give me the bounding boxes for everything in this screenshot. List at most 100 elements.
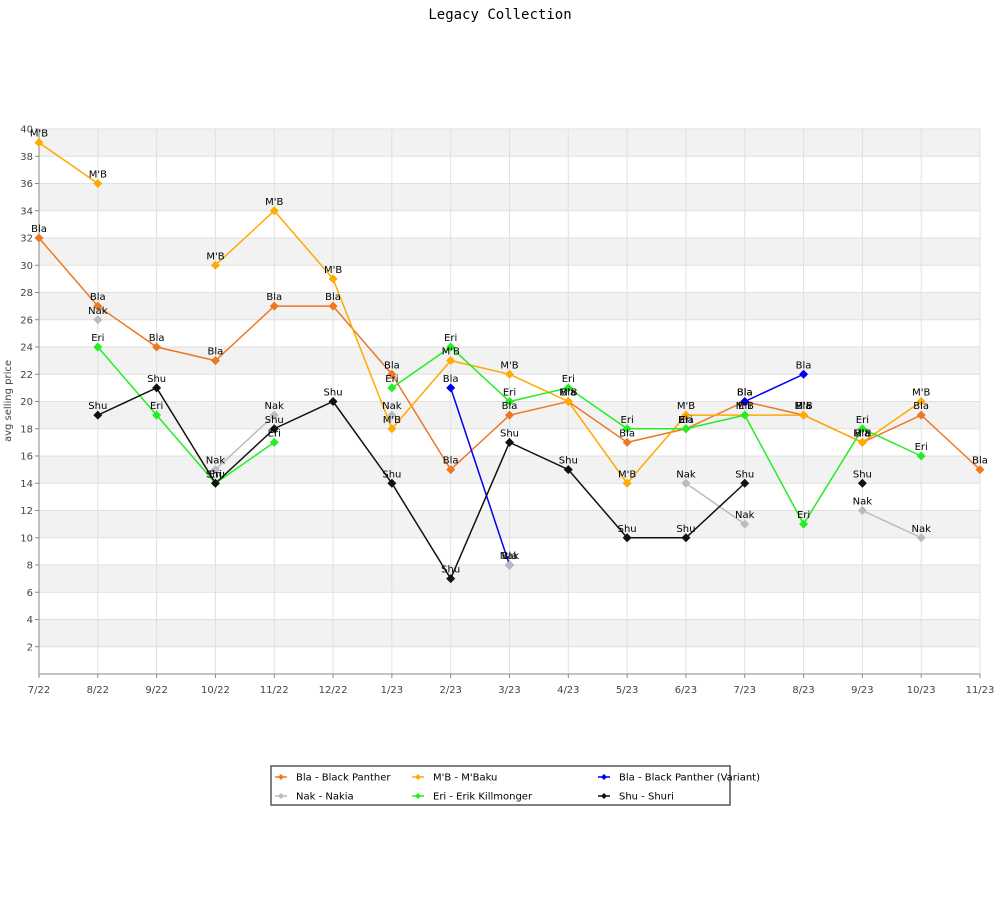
- data-point-label: Bla: [325, 292, 341, 303]
- x-tick-label: 1/23: [381, 685, 403, 696]
- data-point: [210, 356, 220, 366]
- data-point: [740, 410, 750, 420]
- legend-swatch-marker: [415, 793, 421, 799]
- data-point: [681, 478, 691, 488]
- data-point-label: Bla: [796, 360, 812, 371]
- legend-label: Shu - Shuri: [619, 792, 674, 803]
- x-tick-label: 3/23: [498, 685, 520, 696]
- data-point: [622, 424, 632, 434]
- data-point: [799, 410, 809, 420]
- data-point-label: M'B: [500, 360, 518, 371]
- data-point: [446, 465, 456, 475]
- data-point-label: Bla: [502, 401, 518, 412]
- legend-swatch-marker: [278, 793, 284, 799]
- data-point: [799, 369, 809, 379]
- data-point: [563, 465, 573, 475]
- data-point-label: Shu: [147, 374, 166, 385]
- legend-items: Bla - Black Panther M'B - M'Baku Bla - Bla…: [275, 773, 760, 803]
- y-tick-label: 14: [20, 479, 33, 490]
- legend-swatch-marker: [601, 774, 607, 780]
- y-tick-label: 36: [20, 179, 33, 190]
- data-point-label: Bla: [384, 360, 400, 371]
- legend: Bla - Black Panther M'B - M'Baku Bla - Bla…: [270, 765, 760, 806]
- data-point-label: Bla: [443, 456, 459, 467]
- x-tick-label: 6/23: [675, 685, 697, 696]
- legend-box: [270, 765, 731, 806]
- data-point-label: Eri: [503, 388, 516, 399]
- data-point: [387, 383, 397, 393]
- y-tick-label: 32: [20, 234, 33, 245]
- data-point-label: M'B: [89, 170, 107, 181]
- data-point: [387, 424, 397, 434]
- series-line: [862, 509, 922, 539]
- legend-label: Bla - Black Panther (Variant): [619, 773, 760, 784]
- x-tick-label: 12/22: [319, 685, 348, 696]
- data-point: [505, 410, 514, 420]
- x-tick-label: 11/23: [966, 685, 995, 696]
- data-point-label: Nak: [206, 456, 226, 467]
- y-axis-label: avg selling price: [3, 360, 14, 442]
- data-point: [857, 506, 867, 515]
- data-point-label: Eri: [856, 415, 869, 426]
- legend-swatch-marker: [415, 774, 421, 780]
- data-point-label: Shu: [324, 388, 343, 399]
- x-tick-label: 5/23: [616, 685, 638, 696]
- y-tick-label: 2: [27, 642, 33, 653]
- data-point-label: Shu: [853, 469, 872, 480]
- data-point-label: Bla: [443, 374, 459, 385]
- data-point: [622, 437, 632, 447]
- data-point: [916, 451, 926, 461]
- data-point-label: Nak: [88, 306, 108, 317]
- data-point-label: Shu: [676, 524, 695, 535]
- data-point: [622, 478, 632, 488]
- data-point: [210, 465, 220, 475]
- x-tick-label: 9/23: [851, 685, 873, 696]
- data-point-label: Bla: [208, 347, 224, 358]
- data-point-label: Eri: [150, 401, 163, 412]
- data-point-label: Shu: [735, 469, 754, 480]
- data-point: [975, 465, 985, 475]
- data-point-label: M'B: [442, 347, 460, 358]
- data-point-label: Bla: [854, 428, 870, 439]
- data-point: [681, 424, 691, 434]
- data-point-label: Eri: [385, 374, 398, 385]
- grid-lines: [38, 128, 981, 674]
- data-point: [857, 478, 867, 488]
- data-point-label: Nak: [265, 401, 285, 412]
- data-point-label: Shu: [88, 401, 107, 412]
- data-point-label: M'B: [265, 197, 283, 208]
- x-tick-label: 7/23: [734, 685, 756, 696]
- x-tick-label: 10/22: [201, 685, 230, 696]
- data-point: [269, 301, 279, 311]
- data-point: [269, 410, 279, 420]
- data-point: [387, 410, 397, 420]
- y-tick-label: 8: [27, 561, 33, 572]
- data-point: [681, 410, 691, 420]
- data-point: [269, 424, 279, 434]
- data-point: [446, 383, 456, 393]
- y-tick-label: 40: [20, 125, 33, 136]
- legend-label: M'B - M'Baku: [433, 773, 497, 784]
- data-point: [93, 342, 103, 352]
- data-point-label: M'B: [677, 401, 695, 412]
- data-point: [152, 342, 162, 352]
- data-point: [916, 533, 926, 543]
- data-point: [328, 301, 338, 311]
- data-point: [93, 410, 103, 420]
- data-point: [34, 138, 44, 148]
- legend-swatch-marker: [278, 774, 284, 780]
- data-point-label: Bla: [737, 388, 753, 399]
- data-point-label: Eri: [915, 442, 928, 453]
- data-point-label: Eri: [91, 333, 104, 344]
- data-point-label: M'B: [30, 129, 48, 140]
- data-point-label: Bla: [31, 224, 47, 235]
- series-line: [38, 142, 99, 185]
- data-point-label: Shu: [618, 524, 637, 535]
- data-point: [93, 301, 103, 311]
- data-point-label: Nak: [853, 497, 873, 508]
- data-point: [328, 274, 338, 284]
- data-point: [857, 424, 867, 434]
- tick-labels: 2468101214161820222426283032343638407/22…: [20, 125, 994, 697]
- data-point-label: Eri: [562, 374, 575, 385]
